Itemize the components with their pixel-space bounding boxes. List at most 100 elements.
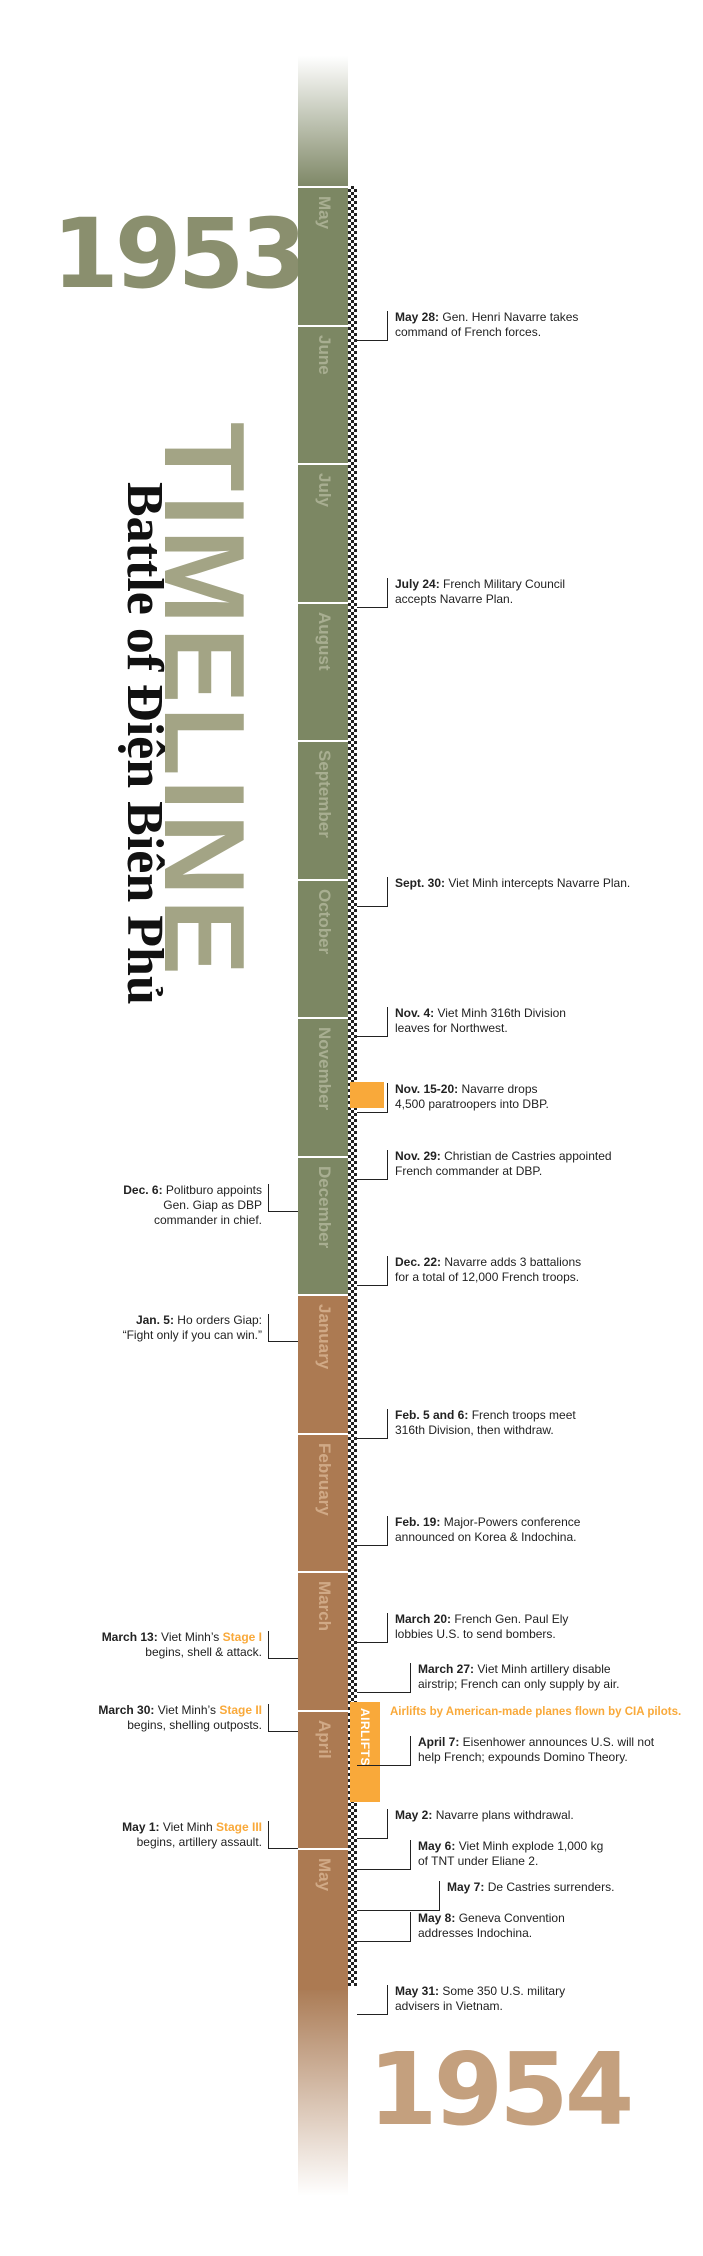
month-label: July (315, 473, 334, 508)
connector-line (357, 1910, 440, 1911)
event-text: Ho orders Giap: (177, 1313, 262, 1327)
connector-line (357, 1036, 388, 1037)
month-august-1953: August (298, 601, 348, 740)
event-right: Nov. 15-20: Navarre drops 4,500 paratroop… (395, 1082, 549, 1112)
event-date: April 7: (418, 1735, 460, 1749)
event-text: accepts Navarre Plan. (395, 592, 514, 606)
event-right: May 7: De Castries surrenders. (447, 1880, 614, 1895)
stage-label: Stage I (222, 1630, 262, 1644)
paratrooper-drop-marker (350, 1082, 384, 1108)
event-text: French troops meet (468, 1408, 576, 1422)
connector-line (268, 1184, 269, 1212)
event-date: Nov. 29: (395, 1149, 441, 1163)
connector-line (387, 1985, 388, 2015)
event-text: of TNT under Eliane 2. (418, 1854, 539, 1868)
airlifts-marker (350, 1702, 380, 1802)
event-date: March 20: (395, 1612, 452, 1626)
event-text: De Castries surrenders. (484, 1880, 615, 1894)
airlifts-label: AIRLIFTS (358, 1708, 372, 1766)
month-march-1954: March (298, 1571, 348, 1710)
event-date: Feb. 5 and 6: (395, 1408, 469, 1422)
event-date: May 2: (395, 1808, 433, 1822)
event-date: Jan. 5: (135, 1313, 178, 1327)
timeline-bar-top-fade (298, 56, 348, 186)
event-date: July 24: (395, 577, 440, 591)
event-right: Nov. 4: Viet Minh 316th Division leaves f… (395, 1006, 566, 1036)
connector-line (268, 1821, 269, 1849)
event-right: Sept. 30: Viet Minh intercepts Navarre P… (395, 876, 630, 891)
connector-line (357, 1438, 388, 1439)
event-date: May 8: (418, 1911, 456, 1925)
connector-line (387, 311, 388, 341)
connector-line (357, 607, 388, 608)
event-right: April 7: Eisenhower announces U.S. will … (418, 1735, 654, 1765)
connector-line (357, 1869, 411, 1870)
event-text: French Gen. Paul Ely (451, 1612, 569, 1626)
connector-line (387, 877, 388, 907)
connector-line (357, 2014, 388, 2015)
event-right: Dec. 22: Navarre adds 3 battalions for a … (395, 1255, 581, 1285)
event-date: Dec. 22: (395, 1255, 442, 1269)
event-text: “Fight only if you can win.” (122, 1328, 262, 1342)
event-text: Viet Minh 316th Division (434, 1006, 566, 1020)
event-right: May 28: Gen. Henri Navarre takes command … (395, 310, 578, 340)
event-text: Major-Powers conference (440, 1515, 581, 1529)
connector-line (268, 1631, 269, 1659)
event-date: Feb. 19: (395, 1515, 441, 1529)
event-date: May 31: (395, 1984, 440, 1998)
month-may-1953: May (298, 186, 348, 325)
connector-line (357, 1179, 388, 1180)
year-1953: 1953 (52, 198, 307, 310)
event-text: Viet Minh (162, 1820, 216, 1834)
event-text: airstrip; French can only supply by air. (418, 1677, 620, 1691)
event-left: Jan. 5: Ho orders Giap: “Fight only if yo… (123, 1313, 262, 1343)
event-right: March 20: French Gen. Paul Ely lobbies U.… (395, 1612, 568, 1642)
month-november-1953: November (298, 1017, 348, 1156)
event-left: Dec. 6: Politburo appoints Gen. Giap as D… (123, 1183, 262, 1228)
event-text: Gen. Henri Navarre takes (439, 310, 579, 324)
connector-line (387, 578, 388, 608)
event-right: May 2: Navarre plans withdrawal. (395, 1808, 574, 1823)
month-june-1953: June (298, 324, 348, 463)
title-battle-subtitle: Battle of Điện Biên Phủ (116, 482, 173, 1005)
event-text: Navarre drops (458, 1082, 538, 1096)
event-text: Politburo appoints (165, 1183, 262, 1197)
event-date: March 30: (98, 1703, 158, 1717)
event-text: 4,500 paratroopers into DBP. (395, 1097, 549, 1111)
month-may-1954: May (298, 1848, 348, 2018)
event-date: May 7: (447, 1880, 485, 1894)
connector-line (268, 1341, 298, 1342)
event-left: March 30: Viet Minh’s Stage II begins, sh… (98, 1703, 262, 1733)
month-february-1954: February (298, 1432, 348, 1571)
month-label: March (315, 1581, 334, 1632)
connector-line (357, 1765, 411, 1766)
connector-line (357, 1285, 388, 1286)
event-text: lobbies U.S. to send bombers. (395, 1627, 556, 1641)
event-text: Viet Minh intercepts Navarre Plan. (445, 876, 631, 890)
connector-line (268, 1314, 269, 1342)
event-date: Nov. 15-20: (395, 1082, 459, 1096)
event-text: French commander at DBP. (395, 1164, 543, 1178)
event-text: Viet Minh’s (161, 1630, 223, 1644)
connector-line (357, 1941, 411, 1942)
connector-line (357, 1545, 388, 1546)
event-right: May 6: Viet Minh explode 1,000 kg of TNT … (418, 1839, 603, 1869)
event-text: addresses Indochina. (418, 1926, 533, 1940)
connector-line (410, 1840, 411, 1870)
event-right: May 31: Some 350 U.S. military advisers i… (395, 1984, 565, 2014)
event-right: Nov. 29: Christian de Castries appointed… (395, 1149, 612, 1179)
event-text: commander in chief. (153, 1213, 262, 1227)
event-date: Sept. 30: (395, 876, 446, 890)
event-right: Feb. 5 and 6: French troops meet 316th Di… (395, 1408, 576, 1438)
connector-line (268, 1704, 269, 1732)
event-text: help French; expounds Domino Theory. (418, 1750, 628, 1764)
month-december-1953: December (298, 1155, 348, 1294)
year-1954: 1954 (368, 2031, 634, 2148)
event-right: July 24: French Military Council accepts … (395, 577, 565, 607)
event-date: Dec. 6: (123, 1183, 166, 1197)
event-text: for a total of 12,000 French troops. (395, 1270, 580, 1284)
month-label: September (315, 750, 334, 838)
month-label: August (315, 611, 334, 671)
event-date: Nov. 4: (395, 1006, 435, 1020)
connector-line (410, 1736, 411, 1766)
